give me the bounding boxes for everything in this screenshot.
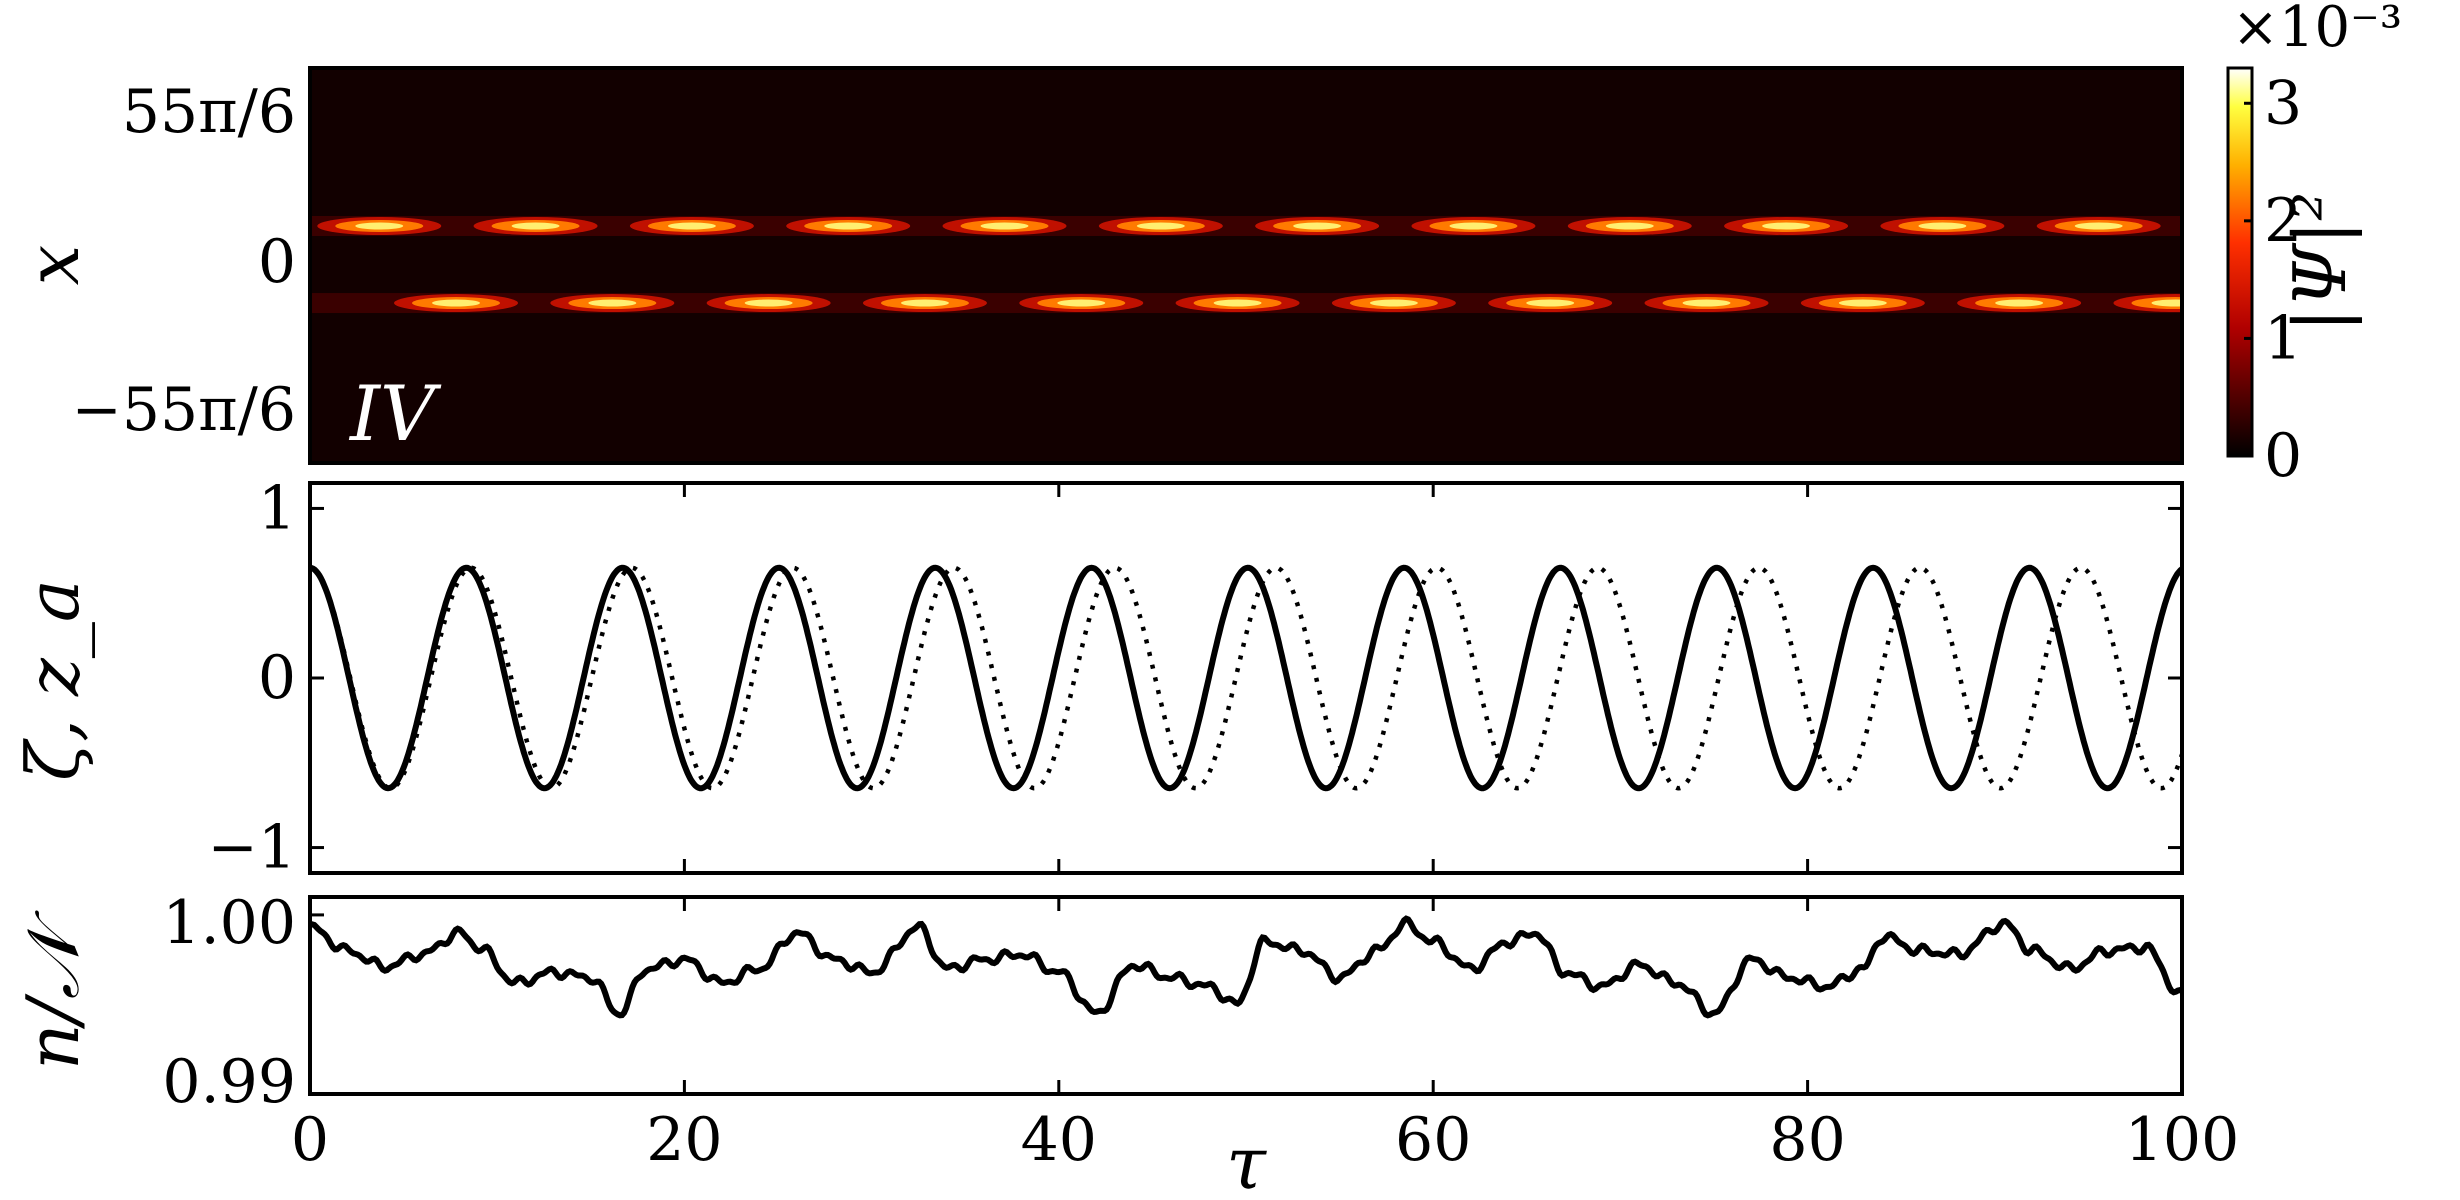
band-upper-peak-10 (1918, 222, 1967, 230)
heatmap-y-tick-label: 55π/6 (122, 77, 296, 147)
x-tick-label: 60 (1395, 1105, 1471, 1175)
oscillation-series-dotted (310, 565, 2182, 791)
oscillation-ticks: 1 0 −1 (208, 473, 2184, 883)
band-upper-peak-11 (2074, 222, 2123, 230)
oscillation-y-tick-label: −1 (208, 813, 296, 883)
band-lower-peak-0 (432, 299, 481, 307)
band-lower-peak-7 (1526, 299, 1575, 307)
x-tick-label: 0 (291, 1105, 329, 1175)
heatmap-frame (308, 66, 2184, 465)
heatmap-panel-label: IV (348, 369, 442, 458)
band-glow-upper (310, 216, 2182, 236)
heatmap-background (310, 68, 2182, 463)
band-lower-peak-10 (1995, 299, 2044, 307)
band-upper-peak-0 (355, 222, 404, 230)
band-lower-peak-8 (1682, 299, 1731, 307)
band-lower-peak-11 (2151, 299, 2182, 307)
heatmap-y-label: x (11, 245, 95, 286)
band-lower-peak-2 (744, 299, 793, 307)
band-upper-peak-4 (980, 222, 1029, 230)
norm-series-line (310, 915, 2182, 1019)
oscillation-panel: 1 0 −1 ζ, z_a (11, 473, 2184, 883)
colorbar-multiplier: ×10⁻³ (2232, 0, 2402, 60)
heatmap-y-ticks: 55π/6 0 −55π/6 (72, 77, 296, 445)
heatmap-bands (310, 216, 2182, 314)
band-upper-peak-8 (1605, 222, 1654, 230)
band-upper-peak-9 (1762, 222, 1811, 230)
oscillation-series (310, 564, 2182, 792)
norm-y-tick-label: 1.00 (162, 888, 296, 958)
band-lower-peak-6 (1369, 299, 1418, 307)
band-lower-peak-4 (1057, 299, 1106, 307)
norm-ticks: 1.00 0.990 20 40 60 80 100 (162, 888, 2239, 1175)
oscillation-y-tick-label: 0 (258, 643, 296, 713)
band-upper-peak-6 (1293, 222, 1342, 230)
band-lower-peak-1 (588, 299, 637, 307)
x-tick-label: 80 (1769, 1105, 1845, 1175)
band-upper-peak-2 (667, 222, 716, 230)
colorbar-tick-label: 1 (2264, 303, 2302, 373)
band-lower-peak-3 (900, 299, 949, 307)
colorbar-tick-label: 0 (2264, 421, 2302, 491)
x-tick-label: 100 (2125, 1105, 2240, 1175)
heatmap-panel: IV 55π/6 0 −55π/6 x (11, 66, 2184, 465)
oscillation-y-tick-label: 1 (258, 473, 296, 543)
colorbar: 0 1 2 3 ×10⁻³ |Ψ|² (2226, 0, 2402, 491)
band-lower-peak-9 (1838, 299, 1887, 307)
band-upper-peak-1 (511, 222, 560, 230)
norm-series (310, 915, 2182, 1019)
band-upper-peak-3 (824, 222, 873, 230)
x-tick-label: 20 (646, 1105, 722, 1175)
colorbar-tick-label: 2 (2264, 186, 2302, 256)
band-lower-peak-5 (1213, 299, 1262, 307)
oscillation-series-solid (310, 564, 2182, 792)
oscillation-frame (308, 481, 2184, 875)
heatmap-y-tick-label: −55π/6 (72, 375, 296, 445)
x-tick-label: 40 (1021, 1105, 1097, 1175)
band-upper-peak-5 (1136, 222, 1185, 230)
colorbar-tick-label: 3 (2264, 68, 2302, 138)
colorbar-label: |Ψ|² (2278, 192, 2362, 333)
norm-y-tick-label: 0.99 (162, 1047, 296, 1117)
x-axis-label: τ (1226, 1121, 1267, 1200)
colorbar-ticks: 0 1 2 3 (2244, 68, 2302, 491)
band-upper-peak-7 (1449, 222, 1498, 230)
norm-panel: 1.00 0.990 20 40 60 80 100 n/𝒩 τ (11, 888, 2239, 1200)
heatmap-y-tick-label: 0 (258, 227, 296, 297)
norm-y-label: n/𝒩 (11, 909, 95, 1070)
oscillation-y-label: ζ, z_a (11, 579, 95, 781)
colorbar-gradient (2226, 66, 2254, 458)
